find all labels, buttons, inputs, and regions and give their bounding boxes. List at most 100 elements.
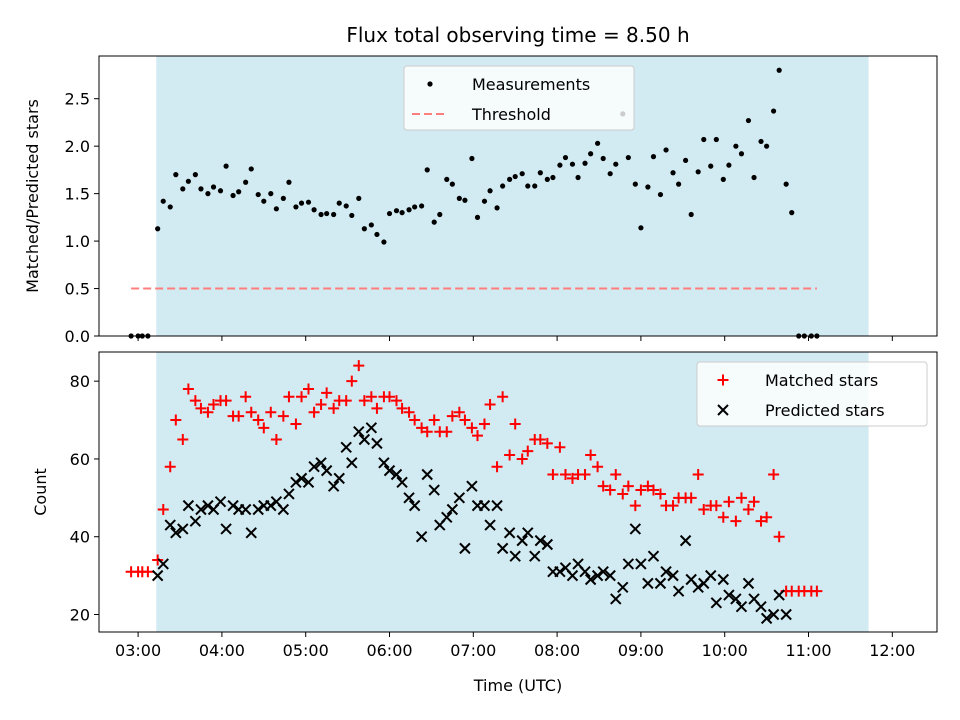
matched-stars-point [654, 488, 666, 500]
measurements-point [770, 108, 777, 114]
predicted-stars-point [428, 484, 440, 496]
predicted-stars-point [635, 558, 647, 570]
matched-stars-point [315, 399, 327, 410]
x-tick-label: 11:00 [785, 641, 831, 660]
legend-measurements-swatch [427, 81, 433, 87]
matched-stars-point [182, 383, 194, 395]
measurements-point [683, 157, 689, 164]
measurements-point [280, 195, 286, 201]
predicted-stars-point [742, 577, 755, 590]
matched-stars-point [773, 531, 785, 543]
predicted-stars-point [189, 515, 202, 527]
measurements-point [293, 204, 299, 210]
measurements-point [487, 188, 493, 194]
measurements-point [632, 181, 638, 187]
matched-stars-point [466, 422, 478, 434]
matched-stars-point [491, 461, 503, 473]
measurements-point [676, 181, 682, 187]
matched-stars-point [685, 492, 697, 504]
measurements-point [261, 198, 267, 204]
predicted-stars-point [320, 464, 333, 477]
matched-stars-point [559, 469, 571, 480]
measurements-point [588, 151, 594, 157]
measurements-point [544, 176, 550, 182]
measurements-point [444, 176, 450, 182]
measurements-point [745, 117, 752, 124]
x-ticks [137, 336, 893, 341]
y-ticks: 0.0 0.5 1.0 1.5 2.0 2.5 [65, 90, 99, 346]
predicted-stars-point [239, 503, 252, 516]
measurements-point [298, 200, 305, 206]
measurements-point [205, 191, 211, 197]
legend-box [403, 65, 635, 131]
matched-stars-point [371, 402, 383, 414]
measurements-point [519, 171, 525, 177]
measurements-point [374, 231, 380, 238]
predicted-stars-point [554, 566, 566, 578]
predicted-stars-point [290, 476, 302, 488]
measurements-point [537, 170, 543, 176]
measurements-point [248, 166, 254, 172]
matched-stars-point [365, 391, 377, 403]
predicted-stars-point [164, 519, 176, 531]
measurements-point [657, 191, 664, 198]
matched-stars-point [459, 414, 471, 426]
matched-stars-point [321, 387, 333, 399]
matched-stars-point [509, 418, 521, 430]
matched-stars-point [642, 480, 654, 492]
matched-stars-point [730, 515, 742, 527]
measurements-point [645, 184, 651, 190]
measurements-point [776, 67, 782, 73]
x-tick-label: 06:00 [366, 641, 412, 660]
matched-stars-point [258, 422, 270, 434]
matched-stars-point [723, 496, 735, 508]
measurements-point [525, 183, 531, 189]
measurements-point [532, 183, 538, 189]
predicted-stars-point [302, 476, 315, 488]
matched-stars-point [617, 488, 629, 500]
predicted-stars-point [220, 523, 232, 535]
predicted-stars-point [672, 585, 685, 597]
matched-stars-point [534, 434, 546, 445]
matched-stars-point [516, 453, 528, 465]
measurements-point [494, 205, 500, 211]
y-tick-label: 1.5 [65, 185, 90, 204]
y-tick-label: 2.0 [65, 137, 90, 156]
matched-stars-point [195, 402, 207, 414]
matched-stars-point [811, 585, 823, 597]
predicted-stars-point [597, 566, 609, 578]
measurements-point [185, 178, 191, 184]
predicted-stars-point [340, 441, 352, 453]
matched-stars-point [597, 480, 609, 492]
measurements-point [406, 207, 412, 213]
measurements-point [512, 173, 518, 180]
matched-stars-point [390, 395, 402, 407]
measurements-point [349, 212, 355, 219]
predicted-stars-point [441, 511, 453, 523]
legend-box [696, 361, 928, 427]
predicted-stars-point [295, 472, 308, 485]
measurements-point [600, 155, 606, 162]
matched-stars-point [346, 375, 358, 387]
matched-stars-point [265, 406, 277, 418]
measurements-point [733, 143, 739, 149]
x-ticks: 03:00 04:00 05:00 06:00 07:00 08:00 09:00 10:00… [115, 632, 915, 660]
y-tick-label: 1.0 [65, 232, 90, 251]
x-tick-label: 04:00 [199, 641, 245, 660]
matched-stars-point [748, 496, 760, 508]
measurements-point [500, 183, 506, 189]
legend: Measurements Threshold [403, 65, 635, 131]
predicted-stars-point [170, 527, 182, 539]
measurements-point [720, 176, 726, 182]
predicted-stars-point [717, 573, 730, 586]
y-tick-label: 0.0 [65, 327, 90, 346]
predicted-stars-point [584, 573, 597, 586]
measurements-point [650, 154, 657, 160]
predicted-stars-point [383, 464, 396, 477]
measurements-point [386, 210, 393, 217]
measurements-point [361, 226, 367, 232]
predicted-stars-point [327, 480, 340, 492]
matched-stars-point [283, 391, 295, 403]
predicted-stars-point [227, 499, 239, 512]
